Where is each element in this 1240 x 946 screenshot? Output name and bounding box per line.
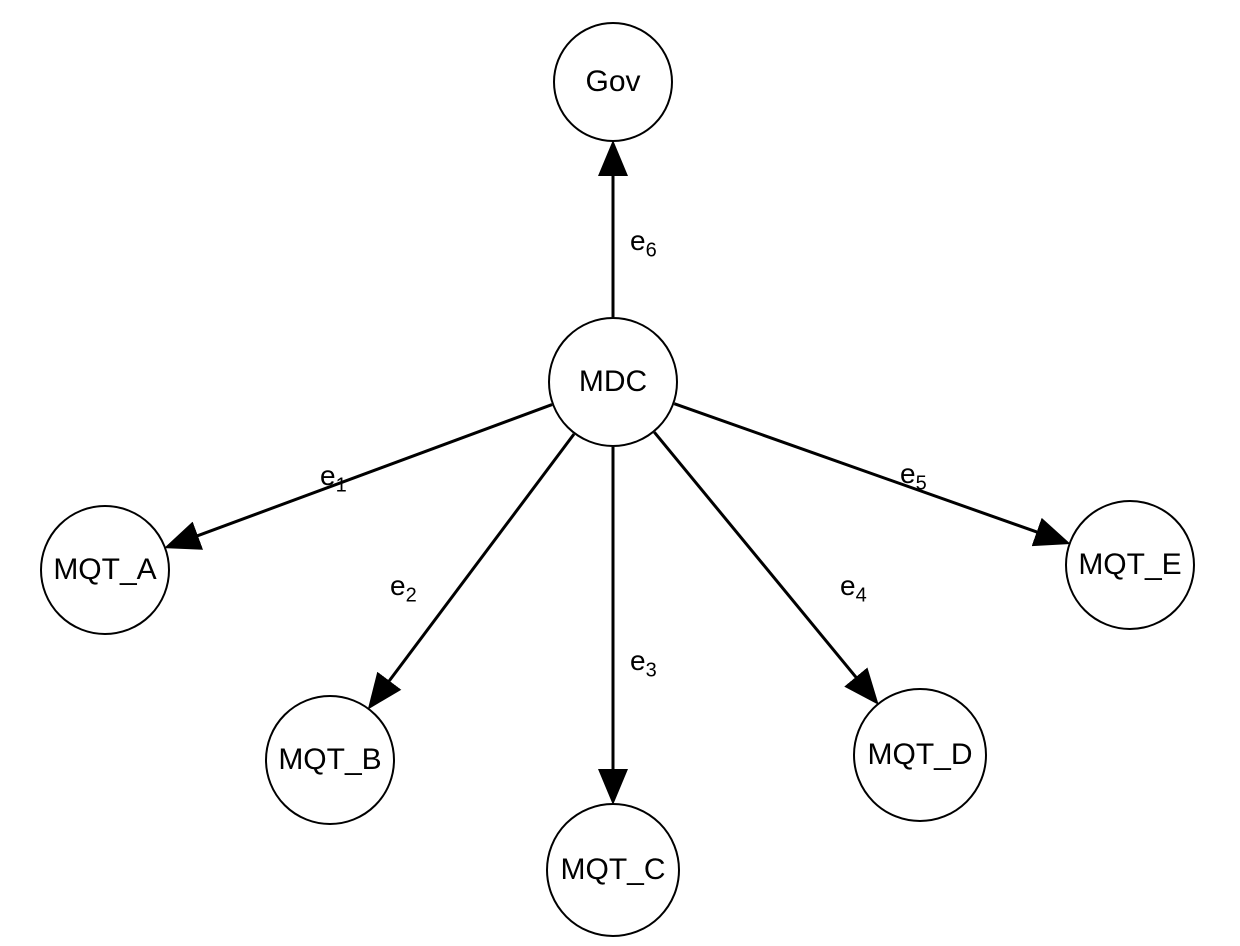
node-mqt_a: MQT_A [40, 505, 170, 635]
node-label-mdc: MDC [579, 365, 647, 399]
network-diagram: Gov MDC MQT_A MQT_B MQT_C MQT_D MQT_E e1 e2 e3 e4… [0, 0, 1240, 946]
node-mdc: MDC [548, 317, 678, 447]
node-mqt_c: MQT_C [546, 803, 680, 937]
node-mqt_d: MQT_D [853, 688, 987, 822]
node-gov: Gov [553, 22, 673, 142]
edge-e4 [654, 432, 875, 700]
node-mqt_e: MQT_E [1065, 500, 1195, 630]
edge-label-e3: e3 [630, 645, 657, 683]
edge-label-e5: e5 [900, 458, 927, 496]
node-label-mqt_a: MQT_A [53, 553, 156, 587]
node-label-mqt_c: MQT_C [561, 853, 666, 887]
edge-label-e1: e1 [320, 460, 347, 498]
node-label-mqt_b: MQT_B [278, 743, 381, 777]
node-label-mqt_e: MQT_E [1078, 548, 1181, 582]
edge-label-e6: e6 [630, 225, 657, 263]
node-label-mqt_d: MQT_D [868, 738, 973, 772]
edge-e5 [674, 404, 1065, 542]
edge-label-e4: e4 [840, 570, 867, 608]
edge-e1 [170, 405, 552, 546]
node-label-gov: Gov [585, 65, 640, 99]
edge-label-e2: e2 [390, 570, 417, 608]
node-mqt_b: MQT_B [265, 695, 395, 825]
